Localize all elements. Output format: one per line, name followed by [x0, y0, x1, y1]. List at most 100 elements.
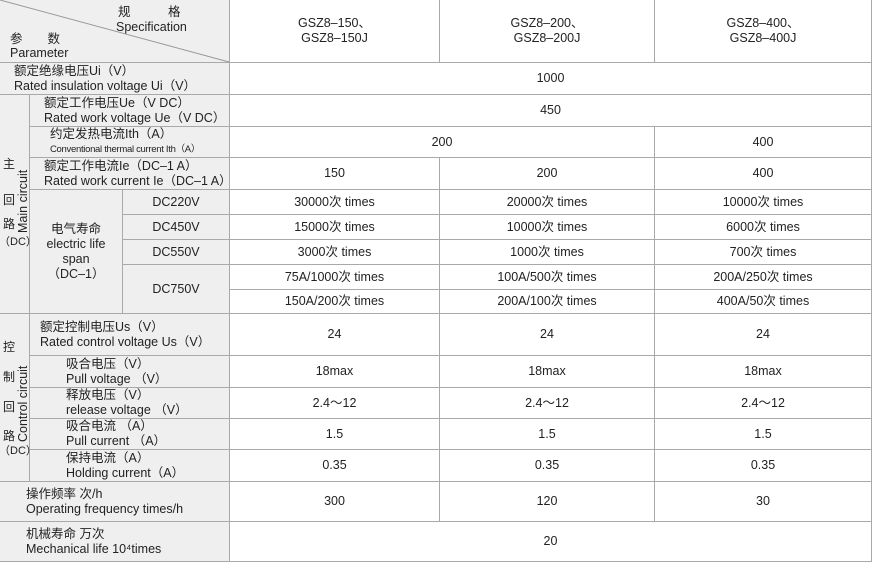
control-label: 吸合电流 （A） Pull current （A） [30, 419, 230, 450]
life-value: 30000次 times [230, 190, 440, 215]
control-value: 18max [230, 356, 440, 388]
dc-voltage-label: DC220V [123, 190, 230, 215]
life-value: 200A/100次 times [440, 290, 655, 314]
control-value: 0.35 [230, 450, 440, 482]
cell-text: 0.35 [534, 458, 560, 472]
cell-text: DC220V [152, 194, 200, 209]
mechanical-label: 机械寿命 万次 Mechanical life 10⁴times [0, 522, 230, 562]
cell-text: 2.4～12 [741, 395, 785, 410]
cell-text: 120 [536, 494, 558, 508]
dc-voltage-label: DC550V [123, 240, 230, 265]
cell-text: Rated insulation voltage Ui（V） [14, 78, 197, 93]
model-header: GSZ8–150、 GSZ8–150J [230, 0, 440, 63]
cell-text: 0.35 [322, 458, 347, 472]
control-value: 2.4～12 [655, 388, 872, 419]
control-value: 2.4～12 [230, 388, 440, 419]
control-value: 24 [230, 314, 440, 356]
ue-value: 450 [230, 95, 872, 127]
spec-cn: 规 格 [118, 5, 181, 19]
cell-text: 1.5 [325, 426, 344, 441]
cell-text: 6000次 times [726, 219, 800, 234]
ie-value: 200 [440, 158, 655, 190]
group-char: （DC） [0, 445, 37, 457]
cell-text: 700次 times [729, 244, 797, 259]
ue-label: 额定工作电压Ue（V DC） Rated work voltage Ue（V DC… [30, 95, 230, 127]
cell-text: 1.5 [754, 426, 772, 441]
life-value: 150A/200次 times [230, 290, 440, 314]
cell-text: 0.35 [750, 458, 776, 472]
spec-en: Specification [116, 20, 187, 34]
group-char: 制 [3, 370, 16, 384]
ie-value: 150 [230, 158, 440, 190]
model-line2: GSZ8–400J [729, 31, 797, 45]
dc-voltage-label: DC450V [123, 215, 230, 240]
cell-text: 保持电流（A） [66, 450, 150, 465]
cell-text: 10000次 times [722, 194, 804, 209]
cell-text: 18max [528, 364, 566, 378]
cell-text: 200A/250次 times [713, 269, 813, 284]
model-line1: GSZ8–150、 [298, 16, 371, 30]
cell-text: 75A/1000次 times [284, 269, 385, 284]
model-line1: GSZ8–200、 [510, 16, 584, 30]
cell-text: 机械寿命 万次 [26, 526, 105, 541]
cell-text: 额定控制电压Us（V） [40, 319, 164, 334]
ie-value: 400 [655, 158, 872, 190]
life-value: 15000次 times [230, 215, 440, 240]
ie-label: 额定工作电流Ie（DC–1 A） Rated work current Ie（DC… [30, 158, 232, 190]
control-label: 吸合电压（V） Pull voltage （V） [30, 356, 230, 388]
cell-text: Pull voltage （V） [66, 371, 168, 386]
model-line2: GSZ8–150J [301, 31, 368, 45]
mechanical-value: 20 [230, 522, 872, 562]
cell-text: DC550V [152, 244, 200, 259]
param-cn: 参 数 [10, 32, 61, 46]
cell-text: 24 [756, 327, 770, 341]
life-value: 3000次 times [230, 240, 440, 265]
cell-text: 18max [315, 364, 354, 378]
control-value: 2.4～12 [440, 388, 655, 419]
ith-label: 约定发热电流Ith（A） Conventional thermal current… [30, 127, 230, 158]
life-value: 10000次 times [655, 190, 872, 215]
cell-text: 400 [752, 166, 774, 180]
group-en: Main circuit [16, 169, 30, 233]
header-corner-cell: 规 格 Specification 参 数 Parameter [0, 0, 230, 63]
dc-voltage-label: DC750V [123, 265, 230, 314]
control-value: 18max [440, 356, 655, 388]
frequency-value: 120 [440, 482, 655, 522]
life-value: 75A/1000次 times [230, 265, 440, 290]
cell-text: electric life [46, 236, 106, 251]
control-label: 额定控制电压Us（V） Rated control voltage Us（V） [30, 314, 230, 356]
cell-text: 30 [756, 494, 770, 508]
cell-text: span [62, 251, 90, 266]
control-label: 保持电流（A） Holding current（A） [30, 450, 230, 482]
life-value: 20000次 times [440, 190, 655, 215]
cell-text: 20000次 times [506, 194, 588, 209]
control-value: 0.35 [440, 450, 655, 482]
cell-text: 200 [431, 134, 453, 149]
life-value: 100A/500次 times [440, 265, 655, 290]
diagonal-divider [0, 0, 230, 63]
main-circuit-group: 主回路 （DC） Main circuit [0, 95, 37, 314]
life-value: 1000次 times [440, 240, 655, 265]
cell-text: 200 [536, 166, 558, 180]
cell-text: 释放电压（V） [66, 388, 150, 402]
cell-text: 400 [752, 134, 774, 149]
cell-text: 150A/200次 times [284, 294, 385, 308]
cell-text: 15000次 times [294, 219, 375, 234]
life-value: 10000次 times [440, 215, 655, 240]
cell-text: 2.4～12 [525, 395, 569, 410]
group-char: 路 [3, 217, 16, 231]
ith-value: 200 [230, 127, 655, 158]
frequency-label: 操作频率 次/h Operating frequency times/h [0, 482, 230, 522]
cell-text: 约定发热电流Ith（A） [50, 127, 173, 141]
frequency-value: 30 [655, 482, 872, 522]
control-value: 1.5 [440, 419, 655, 450]
cell-text: Mechanical life 10⁴times [26, 541, 162, 556]
cell-text: 额定绝缘电压Ui（V） [14, 63, 135, 78]
group-char: （DC） [0, 236, 37, 248]
cell-text: 200A/100次 times [497, 294, 597, 308]
cell-text: 吸合电压（V） [66, 356, 150, 371]
cell-text: 2.4～12 [312, 395, 357, 410]
control-value: 24 [440, 314, 655, 356]
cell-text: （DC–1） [47, 266, 105, 281]
cell-text: 100A/500次 times [497, 269, 597, 284]
